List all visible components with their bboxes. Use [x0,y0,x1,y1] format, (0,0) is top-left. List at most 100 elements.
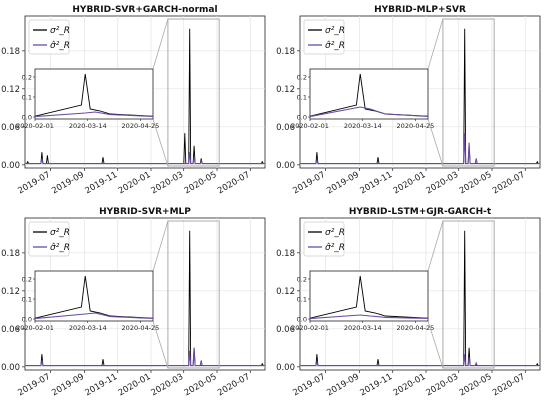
x-tick-label: 2019-09 [325,372,361,398]
x-tick-label: 2019-09 [325,170,361,196]
legend-label-2: σ̂²_R [325,40,345,51]
legend-label-2: σ̂²_R [325,242,345,253]
zoom-connector [152,118,169,167]
inset-frame [309,270,429,322]
inset-y-tick-label: 0.0 [22,114,32,122]
inset-y-tick-label: 0.1 [22,94,32,102]
panel-1: HYBRID-SVR+GARCH-normal 0.00 0.06 0.12 0.18 2… [1,5,266,196]
x-tick-label: 2020-05 [458,170,494,196]
legend-label-1: σ²_R [325,26,345,36]
panel-title: HYBRID-SVR+GARCH-normal [72,5,217,15]
inset-series-line-1 [34,275,154,319]
inset-series-line-2 [309,314,429,320]
y-tick-label: 0.12 [1,85,20,95]
inset-x-tick-label: 2020-02-01 [291,324,329,332]
inset-series-line-2 [34,111,154,118]
x-tick-label: 2019-11 [358,372,394,398]
inset-x-tick-label: 2020-04-25 [122,122,160,130]
x-tick-label: 2020-01 [117,372,153,398]
inset-y-tick-label: 0.2 [22,74,32,82]
inset-y-tick-label: 0.2 [22,276,32,284]
legend-label-2: σ̂²_R [50,242,70,253]
x-tick-label: 2020-07 [216,372,252,398]
x-tick-label: 2019-11 [83,372,119,398]
zoom-connector [152,18,169,70]
inset-x-tick-label: 2020-03-14 [344,122,382,130]
x-tick-label: 2019-07 [16,372,52,398]
y-tick-label: 0.00 [1,363,20,373]
series-line-2 [25,152,265,165]
inset-x-tick-label: 2020-03-14 [344,324,382,332]
inset-series-line-2 [34,312,154,320]
x-tick-label: 2020-07 [491,372,527,398]
x-tick-label: 2019-09 [50,372,86,398]
zoom-region [442,220,495,369]
x-tick-label: 2019-11 [358,170,394,196]
inset-x-tick-label: 2020-04-25 [122,324,160,332]
y-tick-label: 0.12 [276,287,295,297]
x-tick-label: 2020-07 [216,170,252,196]
legend-label-1: σ²_R [325,228,345,238]
y-tick-label: 0.12 [276,85,295,95]
x-tick-label: 2019-07 [291,170,327,196]
zoom-region [442,18,495,167]
y-tick-label: 0.18 [276,249,295,259]
inset-x-tick-label: 2020-02-01 [16,324,54,332]
inset-x-tick-label: 2020-04-25 [397,324,435,332]
inset-y-tick-label: 0.0 [297,316,307,324]
series-line-2 [300,354,540,367]
y-tick-label: 0.06 [276,325,295,335]
x-tick-label: 2020-01 [392,372,428,398]
x-tick-label: 2020-01 [392,170,428,196]
inset-x-tick-label: 2020-03-14 [69,122,107,130]
y-tick-label: 0.12 [1,287,20,297]
zoom-connector [152,320,169,369]
y-tick-label: 0.18 [276,47,295,57]
y-tick-label: 0.00 [276,161,295,171]
legend-label-1: σ²_R [50,26,70,36]
inset-frame [34,68,154,120]
inset-x-tick-label: 2020-03-14 [69,324,107,332]
series-line-1 [25,28,265,165]
panel-3: HYBRID-SVR+MLP0.000.060.120.182019-07201… [1,207,266,398]
panel-title: HYBRID-SVR+MLP [99,207,191,217]
inset-y-tick-label: 0.1 [297,296,307,304]
y-tick-label: 0.06 [1,123,20,133]
inset-frame [309,68,429,120]
zoom-region [167,18,220,167]
inset-y-tick-label: 0.0 [22,316,32,324]
panel-title: HYBRID-MLP+SVR [374,5,466,15]
zoom-connector [152,220,169,272]
y-tick-label: 0.06 [1,325,20,335]
x-tick-label: 2020-03 [149,372,185,398]
x-tick-label: 2019-09 [50,170,86,196]
series-line-1 [300,230,540,367]
inset-y-tick-label: 0.2 [297,74,307,82]
inset-y-tick-label: 0.0 [297,114,307,122]
zoom-region [167,220,220,369]
inset-y-tick-label: 0.1 [22,296,32,304]
x-tick-label: 2020-05 [183,372,219,398]
x-tick-label: 2020-05 [458,372,494,398]
zoom-connector [427,18,444,70]
y-tick-label: 0.18 [1,47,20,57]
x-tick-label: 2020-01 [117,170,153,196]
series-line-2 [25,347,265,367]
inset-y-tick-label: 0.2 [297,276,307,284]
inset-x-tick-label: 2020-04-25 [397,122,435,130]
series-line-2 [300,133,540,165]
y-tick-label: 0.06 [276,123,295,133]
inset-y-tick-label: 0.1 [297,94,307,102]
inset-series-line-1 [309,275,429,319]
y-tick-label: 0.00 [276,363,295,373]
legend-label-2: σ̂²_R [50,40,70,51]
x-tick-label: 2019-07 [16,170,52,196]
panel-2: HYBRID-MLP+SVR0.000.060.120.182019-07201… [276,5,541,196]
series-line-1 [300,28,540,165]
x-tick-label: 2020-03 [149,170,185,196]
x-tick-label: 2020-05 [183,170,219,196]
x-tick-label: 2019-11 [83,170,119,196]
x-tick-label: 2020-03 [424,170,460,196]
zoom-connector [427,320,444,369]
